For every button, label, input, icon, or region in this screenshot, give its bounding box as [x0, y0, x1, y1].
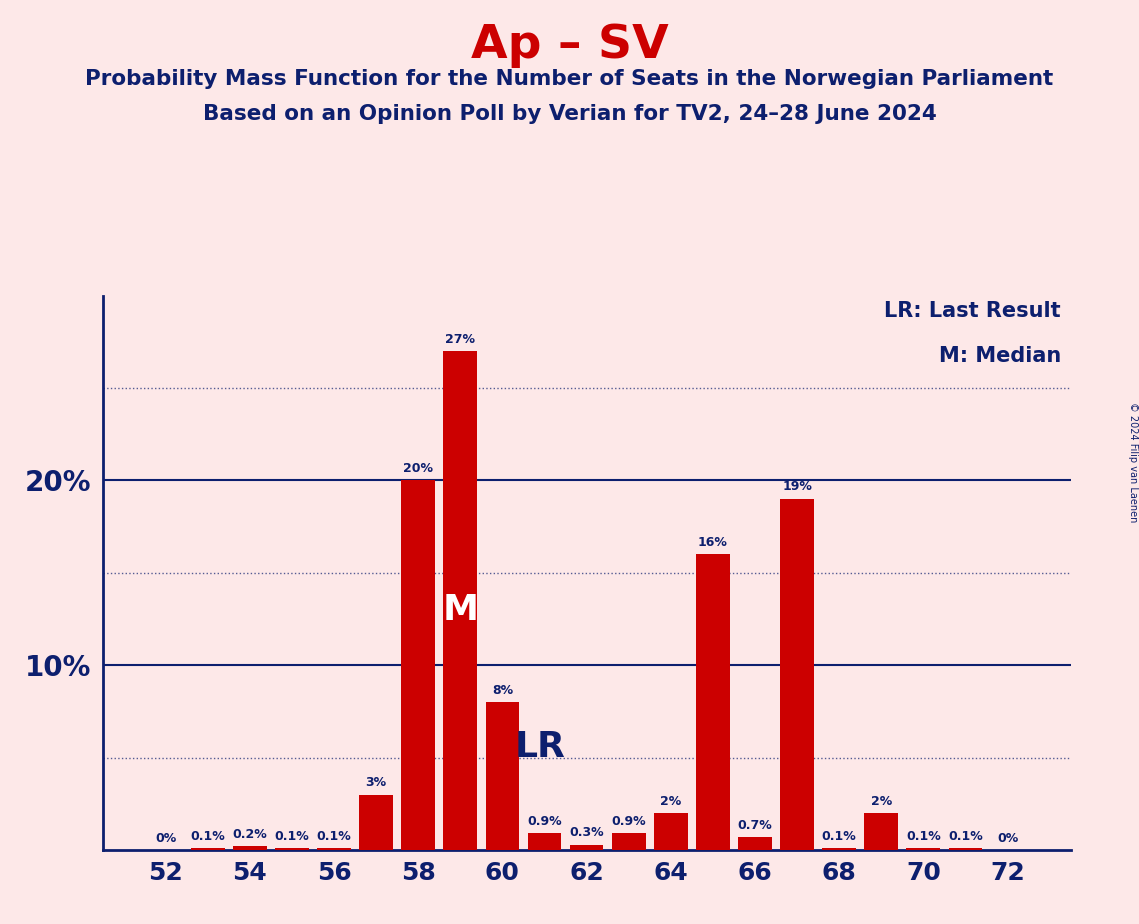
- Bar: [401, 480, 435, 850]
- Bar: [907, 848, 940, 850]
- Text: 0.3%: 0.3%: [570, 826, 604, 839]
- Text: M: Median: M: Median: [939, 346, 1060, 366]
- Text: 0.9%: 0.9%: [527, 815, 562, 828]
- Text: 2%: 2%: [661, 795, 681, 808]
- Bar: [191, 848, 224, 850]
- Text: 0.1%: 0.1%: [906, 830, 941, 843]
- Bar: [485, 702, 519, 850]
- Text: 0.1%: 0.1%: [821, 830, 857, 843]
- Bar: [443, 351, 477, 850]
- Bar: [654, 813, 688, 850]
- Text: Based on an Opinion Poll by Verian for TV2, 24–28 June 2024: Based on an Opinion Poll by Verian for T…: [203, 104, 936, 125]
- Text: 16%: 16%: [698, 536, 728, 549]
- Bar: [276, 848, 309, 850]
- Text: 20%: 20%: [403, 462, 433, 475]
- Text: LR: LR: [515, 730, 566, 764]
- Text: Ap – SV: Ap – SV: [470, 23, 669, 68]
- Text: Probability Mass Function for the Number of Seats in the Norwegian Parliament: Probability Mass Function for the Number…: [85, 69, 1054, 90]
- Bar: [822, 848, 857, 850]
- Bar: [865, 813, 898, 850]
- Bar: [317, 848, 351, 850]
- Bar: [359, 795, 393, 850]
- Bar: [233, 846, 267, 850]
- Bar: [612, 833, 646, 850]
- Text: 3%: 3%: [366, 776, 386, 789]
- Text: 0.1%: 0.1%: [274, 830, 310, 843]
- Bar: [527, 833, 562, 850]
- Text: M: M: [442, 593, 478, 626]
- Text: 27%: 27%: [445, 333, 475, 346]
- Text: 0.2%: 0.2%: [232, 828, 268, 841]
- Bar: [738, 837, 772, 850]
- Text: 0.1%: 0.1%: [948, 830, 983, 843]
- Text: 19%: 19%: [782, 480, 812, 493]
- Text: 0.1%: 0.1%: [190, 830, 226, 843]
- Bar: [570, 845, 604, 850]
- Bar: [696, 554, 730, 850]
- Text: 2%: 2%: [870, 795, 892, 808]
- Text: 0%: 0%: [997, 832, 1018, 845]
- Text: 0.9%: 0.9%: [612, 815, 646, 828]
- Bar: [780, 499, 814, 850]
- Text: © 2024 Filip van Laenen: © 2024 Filip van Laenen: [1129, 402, 1138, 522]
- Text: 0.7%: 0.7%: [738, 819, 772, 832]
- Text: 0.1%: 0.1%: [317, 830, 352, 843]
- Bar: [949, 848, 982, 850]
- Text: 0%: 0%: [155, 832, 177, 845]
- Text: 8%: 8%: [492, 684, 513, 697]
- Text: LR: Last Result: LR: Last Result: [884, 301, 1060, 322]
